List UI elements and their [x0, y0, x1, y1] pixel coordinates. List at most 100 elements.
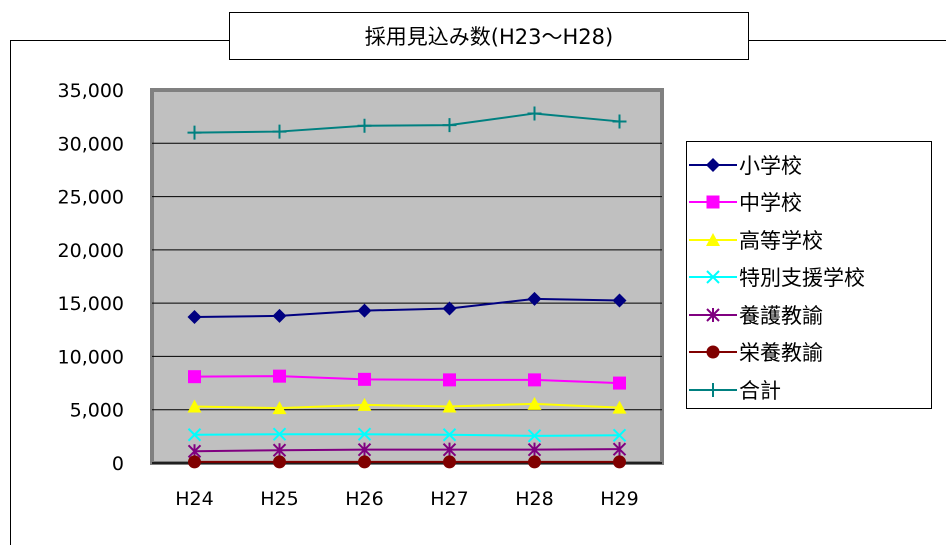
series-4 [187, 442, 627, 459]
y-tick-label: 5,000 [70, 400, 124, 422]
series-line [194, 402, 620, 410]
legend-swatch [689, 157, 737, 172]
data-point [357, 118, 372, 133]
legend-swatch [689, 232, 737, 246]
data-point [613, 455, 626, 469]
data-point [612, 400, 627, 414]
legend-swatch [689, 307, 737, 322]
chart-title: 採用見込み数(H23〜H28) [364, 25, 614, 49]
series-line [194, 112, 620, 134]
legend-item: 中学校 [687, 184, 931, 222]
series-line [194, 433, 620, 437]
x-tick-label: H27 [430, 488, 468, 510]
data-point [273, 455, 286, 469]
series-3 [187, 427, 627, 443]
series-line [194, 375, 620, 385]
series-5 [188, 455, 626, 469]
y-tick-label: 15,000 [58, 293, 124, 315]
data-point [187, 399, 202, 413]
data-point [612, 114, 627, 129]
x-tick-label: H28 [515, 488, 553, 510]
series-line [194, 297, 620, 318]
x-tick-label: H29 [600, 488, 638, 510]
legend-label: 小学校 [739, 153, 802, 178]
data-point [272, 443, 287, 458]
data-point [187, 309, 202, 324]
data-point [527, 106, 542, 121]
data-point [612, 442, 627, 457]
legend-swatch-marker [706, 157, 720, 172]
data-point [527, 442, 542, 457]
legend-item: 養護教諭 [687, 296, 931, 334]
legend-label: 合計 [739, 378, 781, 403]
data-point [188, 455, 201, 469]
data-point [443, 455, 456, 469]
y-tick-label: 20,000 [58, 240, 124, 262]
legend-label: 高等学校 [739, 228, 823, 253]
data-point [358, 372, 371, 386]
data-point [272, 427, 287, 441]
legend-item: 高等学校 [687, 221, 931, 259]
legend-label: 養護教諭 [739, 303, 823, 328]
legend-swatch [689, 345, 737, 359]
data-point [528, 455, 541, 469]
data-point [527, 291, 542, 306]
y-tick-label: 25,000 [58, 187, 124, 209]
legend-swatch [689, 382, 737, 397]
series-1 [188, 369, 626, 390]
legend-item: 小学校 [687, 146, 931, 184]
legend-item: 特別支援学校 [687, 259, 931, 297]
chart-title-box: 採用見込み数(H23〜H28) [229, 12, 749, 60]
legend-item: 合計 [687, 371, 931, 409]
data-point [357, 442, 372, 457]
y-tick-label: 35,000 [58, 80, 124, 102]
legend-swatch-marker [706, 195, 720, 209]
data-point [188, 370, 201, 384]
plot-area [150, 88, 664, 465]
data-point [442, 301, 457, 316]
x-tick-label: H24 [175, 488, 213, 510]
data-point [187, 428, 202, 442]
data-point [612, 428, 627, 442]
data-point [358, 455, 371, 469]
data-point [527, 396, 542, 410]
data-point [272, 124, 287, 139]
data-point [273, 369, 286, 383]
data-point [442, 428, 457, 442]
legend-swatch-marker [706, 307, 720, 322]
legend-swatch [689, 270, 737, 284]
data-point [357, 397, 372, 411]
series-6 [187, 106, 627, 140]
legend-label: 栄養教諭 [739, 341, 823, 366]
data-point [187, 125, 202, 140]
legend-label: 特別支援学校 [739, 266, 865, 291]
y-tick-label: 0 [112, 453, 124, 475]
chart-frame-left-border [10, 40, 11, 545]
data-point [528, 373, 541, 387]
legend-label: 中学校 [739, 191, 802, 216]
legend-item: 栄養教諭 [687, 334, 931, 372]
data-point [442, 118, 457, 133]
chart-legend: 小学校中学校高等学校特別支援学校 養護教諭栄養教諭合計 [686, 141, 932, 409]
series-0 [187, 291, 627, 324]
legend-swatch-marker [706, 232, 720, 246]
legend-swatch-marker [706, 345, 720, 359]
legend-swatch-marker [706, 382, 720, 397]
data-point [272, 308, 287, 323]
series-2 [187, 396, 627, 415]
data-point [527, 429, 542, 443]
data-point [272, 401, 287, 415]
series-line [194, 448, 620, 453]
y-tick-label: 30,000 [58, 133, 124, 155]
x-tick-label: H25 [260, 488, 298, 510]
legend-swatch [689, 195, 737, 209]
data-point [442, 399, 457, 413]
y-tick-label: 10,000 [58, 346, 124, 368]
x-tick-label: H26 [345, 488, 383, 510]
data-point [443, 373, 456, 387]
data-point [357, 427, 372, 441]
legend-swatch-marker [706, 270, 720, 284]
data-point [442, 442, 457, 457]
data-point [613, 376, 626, 390]
